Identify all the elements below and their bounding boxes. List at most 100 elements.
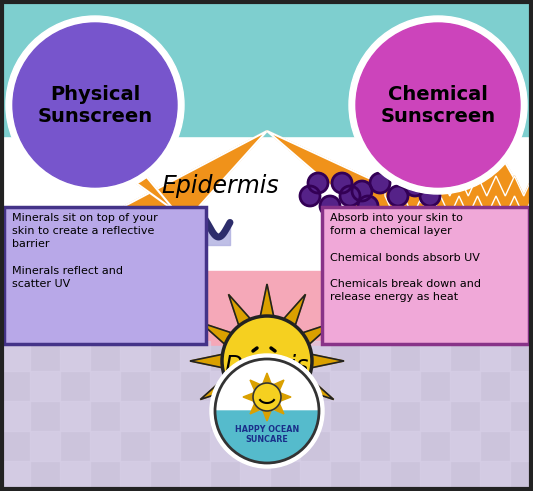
Bar <box>390 371 420 401</box>
Polygon shape <box>50 121 175 211</box>
Bar <box>30 371 60 401</box>
Polygon shape <box>385 176 533 216</box>
Circle shape <box>320 196 340 216</box>
Bar <box>120 341 150 371</box>
Bar <box>360 401 390 431</box>
Bar <box>390 431 420 461</box>
Bar <box>0 341 30 371</box>
Text: Chemical
Sunscreen: Chemical Sunscreen <box>381 84 496 126</box>
Text: SUNCARE: SUNCARE <box>246 435 288 443</box>
Bar <box>480 401 510 431</box>
Bar <box>360 341 390 371</box>
Polygon shape <box>311 355 344 368</box>
Bar <box>150 371 180 401</box>
Polygon shape <box>273 380 284 390</box>
Polygon shape <box>420 136 533 211</box>
Bar <box>0 271 533 346</box>
Circle shape <box>253 383 281 411</box>
Polygon shape <box>284 294 305 326</box>
Circle shape <box>388 186 408 206</box>
Circle shape <box>340 186 360 206</box>
Circle shape <box>222 316 312 406</box>
Polygon shape <box>250 380 261 390</box>
Polygon shape <box>115 131 267 211</box>
Bar <box>420 461 450 491</box>
Text: Absorb into your skin to
form a chemical layer

Chemical bonds absorb UV

Chemic: Absorb into your skin to form a chemical… <box>330 213 481 302</box>
Bar <box>30 431 60 461</box>
Circle shape <box>6 16 184 194</box>
Polygon shape <box>273 404 284 414</box>
Bar <box>0 0 533 136</box>
Bar <box>480 341 510 371</box>
Bar <box>330 431 360 461</box>
Circle shape <box>215 359 319 463</box>
Bar <box>120 401 150 431</box>
Bar <box>330 371 360 401</box>
Bar <box>270 431 300 461</box>
Polygon shape <box>267 131 440 211</box>
Circle shape <box>420 186 440 206</box>
Bar <box>510 371 533 401</box>
FancyBboxPatch shape <box>4 207 206 344</box>
Text: Minerals sit on top of your
skin to create a reflective
barrier

Minerals reflec: Minerals sit on top of your skin to crea… <box>12 213 158 289</box>
Circle shape <box>300 186 320 206</box>
Bar <box>0 461 30 491</box>
Circle shape <box>308 173 328 193</box>
FancyBboxPatch shape <box>322 207 529 344</box>
Polygon shape <box>229 294 251 326</box>
Polygon shape <box>229 396 251 428</box>
Polygon shape <box>200 323 232 345</box>
Bar <box>0 346 533 491</box>
Circle shape <box>405 176 425 196</box>
Circle shape <box>332 173 352 193</box>
Bar <box>480 461 510 491</box>
Circle shape <box>370 173 390 193</box>
Text: Epidermis: Epidermis <box>161 174 279 198</box>
Bar <box>420 341 450 371</box>
Bar <box>300 401 330 431</box>
Bar <box>60 341 90 371</box>
Polygon shape <box>280 393 291 401</box>
Bar <box>210 371 240 401</box>
Bar <box>420 401 450 431</box>
Bar <box>60 401 90 431</box>
Polygon shape <box>263 373 271 383</box>
Bar <box>300 461 330 491</box>
Polygon shape <box>250 404 261 414</box>
Polygon shape <box>260 406 274 438</box>
Bar <box>510 431 533 461</box>
Circle shape <box>349 16 527 194</box>
Polygon shape <box>263 410 271 421</box>
Bar <box>150 431 180 461</box>
Bar <box>240 461 270 491</box>
Bar <box>60 461 90 491</box>
Circle shape <box>356 23 520 187</box>
Bar <box>120 461 150 491</box>
Polygon shape <box>302 323 334 345</box>
Bar <box>180 341 210 371</box>
Bar <box>210 431 240 461</box>
Circle shape <box>210 354 324 468</box>
Bar <box>300 341 330 371</box>
Bar <box>240 401 270 431</box>
Bar <box>450 371 480 401</box>
Bar <box>90 371 120 401</box>
Circle shape <box>358 196 378 216</box>
Text: HAPPY OCEAN: HAPPY OCEAN <box>235 425 299 434</box>
Circle shape <box>352 181 372 201</box>
Bar <box>180 401 210 431</box>
Bar <box>0 401 30 431</box>
Text: Dermis: Dermis <box>225 354 309 378</box>
Wedge shape <box>215 411 319 463</box>
Polygon shape <box>284 396 305 428</box>
Bar <box>270 371 300 401</box>
Bar <box>240 341 270 371</box>
Bar <box>360 461 390 491</box>
Polygon shape <box>260 284 274 317</box>
Circle shape <box>13 23 177 187</box>
Polygon shape <box>200 378 232 400</box>
Text: Physical
Sunscreen: Physical Sunscreen <box>37 84 152 126</box>
Bar <box>90 431 120 461</box>
Polygon shape <box>190 355 222 368</box>
Bar <box>450 431 480 461</box>
